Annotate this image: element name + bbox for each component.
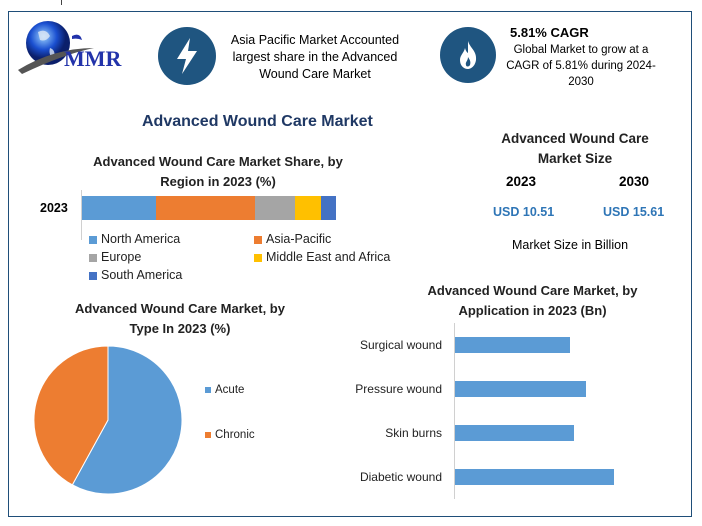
region-axis [81, 190, 82, 240]
lightning-icon-badge [158, 27, 216, 85]
bar-skin-burns [455, 425, 575, 441]
cagr-text: Global Market to grow at a CAGR of 5.81%… [506, 44, 656, 88]
pie-slice-acute [71, 345, 183, 495]
legend-acute: Acute [205, 384, 244, 396]
legend-asia-pacific: Asia-Pacific [254, 232, 331, 246]
pie-slice-chronic [33, 345, 109, 486]
bar-segment-north-america [82, 196, 156, 220]
infographic-frame [8, 11, 692, 517]
category-label: Surgical wound [359, 338, 442, 352]
bar-surgical-wound [455, 337, 571, 353]
legend-europe: Europe [89, 250, 141, 264]
application-axis [454, 323, 455, 499]
region-chart-title: Advanced Wound Care Market Share, by Reg… [93, 154, 343, 189]
legend-south-america: South America [89, 268, 182, 282]
fire-icon-badge [440, 27, 496, 83]
category-label: Skin burns [385, 426, 442, 440]
legend-middle-east-africa: Middle East and Africa [254, 250, 390, 264]
region-category-label: 2023 [40, 201, 68, 215]
market-size-title: Advanced Wound Care Market Size [501, 131, 649, 166]
category-label: Diabetic wound [359, 470, 442, 484]
bar-segment-asia-pacific [155, 196, 255, 220]
type-pie-chart [33, 345, 183, 495]
fire-icon [460, 41, 477, 69]
bar-segment-middle-east-and-africa [295, 196, 321, 220]
year-2030: 2030 [619, 174, 650, 189]
value-2030: USD 15.61 [603, 205, 665, 219]
legend-north-america: North America [89, 232, 180, 246]
region-stacked-bar [82, 196, 336, 220]
globe-icon: MMR [18, 21, 123, 74]
bar-diabetic-wound [455, 469, 614, 485]
mmr-logo: MMR [14, 18, 144, 78]
bar-segment-south-america [320, 196, 336, 220]
value-2023: USD 10.51 [493, 205, 555, 219]
category-label: Pressure wound [355, 382, 442, 396]
type-chart-title: Advanced Wound Care Market, by Type In 2… [75, 301, 285, 336]
bar-pressure-wound [455, 381, 587, 397]
main-title: Advanced Wound Care Market [142, 113, 373, 130]
cagr-title: 5.81% CAGR [510, 25, 589, 40]
tick-mark [61, 0, 62, 5]
insight-asia-pacific: Asia Pacific Market Accounted largest sh… [230, 33, 400, 81]
market-size-note: Market Size in Billion [512, 238, 629, 252]
legend-chronic: Chronic [205, 429, 255, 441]
application-chart-title: Advanced Wound Care Market, by Applicati… [427, 283, 638, 318]
svg-text:MMR: MMR [64, 46, 123, 71]
year-2023: 2023 [506, 174, 537, 189]
bar-segment-europe [254, 196, 296, 220]
lightning-icon [177, 38, 197, 74]
